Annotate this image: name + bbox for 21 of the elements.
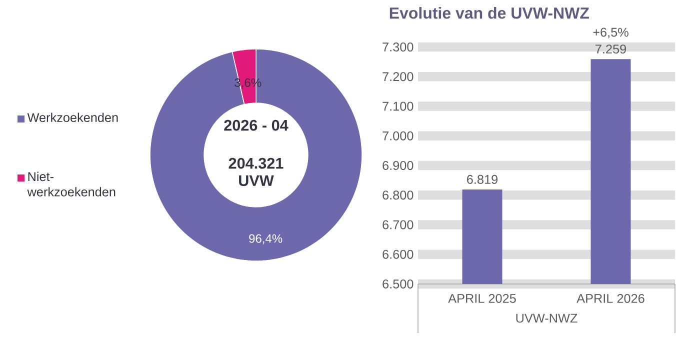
y-tick-label: 6.800: [382, 190, 414, 200]
text: 204.321 UVW: [228, 158, 284, 186]
y-tick-label: 6.900: [382, 161, 414, 170]
y-tick-label: 6.600: [382, 250, 414, 259]
y-tick-label: 7.300: [382, 42, 414, 52]
y-tick-label: 6.700: [382, 220, 414, 230]
x-tick-label: APRIL 2026: [576, 294, 644, 303]
data-label: 96,4%: [249, 234, 282, 244]
y-tick-label: 7.100: [382, 102, 414, 111]
legend-label: Werkzoekenden: [27, 112, 118, 122]
annotation: +6,5%: [593, 28, 628, 38]
text: 2026 - 04: [224, 120, 288, 131]
x-tick-label: APRIL 2025: [448, 294, 516, 303]
data-label: 7.259: [596, 44, 626, 54]
data-label: 6.819: [467, 174, 498, 184]
legend-label: Niet-werkzoekenden: [27, 172, 116, 196]
x-axis-title: UVW-NWZ: [516, 314, 578, 323]
y-tick-label: 7.200: [382, 72, 414, 82]
y-tick-label: 7.000: [382, 131, 414, 140]
chart-title: Evolutie van de UVW-NWZ: [390, 6, 589, 19]
y-tick-label: 6.500: [382, 280, 414, 288]
